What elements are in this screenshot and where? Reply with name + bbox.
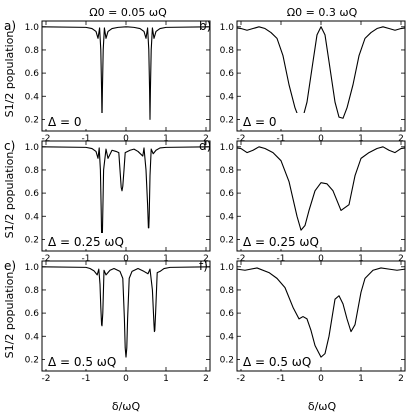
detuning-annotation: Δ = 0: [48, 115, 82, 129]
x-tick-label: 1: [163, 374, 169, 384]
x-tick-label: -1: [82, 374, 91, 384]
y-tick-label: 0.4: [25, 92, 40, 102]
y-tick-label: 0.2: [220, 235, 234, 245]
x-tick-label: -2: [237, 374, 246, 384]
x-tick-label: 2: [203, 134, 209, 144]
y-tick-label: 0.4: [220, 332, 235, 342]
column-title-left: Ω0 = 0.05 ωQ: [89, 6, 167, 19]
annotation-background: [240, 353, 310, 369]
y-tick-label: 0.8: [25, 46, 40, 56]
y-tick-label: 0.4: [220, 212, 235, 222]
panel-letter: a): [4, 19, 16, 33]
x-tick-label: 1: [163, 254, 169, 264]
x-tick-label: -2: [237, 254, 246, 264]
detuning-annotation: Δ = 0.5 ωQ: [243, 355, 311, 369]
x-tick-label: 2: [203, 254, 209, 264]
panel-letter: f): [199, 259, 208, 273]
y-tick-label: 0.6: [25, 189, 40, 199]
annotation-background: [45, 233, 115, 249]
x-tick-label: 0: [123, 134, 129, 144]
x-tick-label: 1: [358, 374, 364, 384]
series-line: [41, 266, 211, 358]
y-axis-label-top: S1/2 population: [3, 31, 16, 118]
x-tick-label: -2: [42, 374, 51, 384]
panel-b: -2 -1 0 1 2 0.2 0.4 0.6 0.8 1.0 b) Δ = 0: [199, 19, 406, 144]
x-tick-label: -1: [82, 134, 91, 144]
y-tick-label: 0.8: [220, 166, 235, 176]
series-line: [236, 26, 406, 119]
x-tick-label: 2: [398, 134, 404, 144]
y-tick-label: 0.6: [220, 69, 235, 79]
x-axis-label-left: δ/ωQ: [112, 400, 141, 413]
panel-c: -2 -1 0 1 2 0.2 0.4 0.6 0.8 1.0 c) Δ = 0.25 ωQ: [4, 139, 211, 264]
y-tick-label: 0.6: [220, 189, 235, 199]
panels: -2 -1 0 1 2 0.2 0.4 0.6 0.8 1.0 a) Δ = 0 -2 -1 0 1 2 0.2 0…: [4, 19, 406, 384]
x-tick-label: -1: [277, 134, 286, 144]
y-tick-label: 1.0: [25, 143, 40, 153]
detuning-annotation: Δ = 0.25 ωQ: [48, 235, 124, 249]
x-tick-label: 2: [398, 374, 404, 384]
y-axis-label-bottom: S1/2 population: [3, 272, 16, 359]
panel-letter: b): [199, 19, 211, 33]
y-tick-label: 1.0: [220, 263, 235, 273]
x-tick-label: 0: [123, 374, 129, 384]
x-tick-label: -1: [277, 374, 286, 384]
panel-letter: e): [4, 259, 16, 273]
x-tick-label: -2: [237, 134, 246, 144]
annotation-background: [45, 353, 115, 369]
x-tick-label: 0: [318, 374, 324, 384]
x-tick-label: -1: [277, 254, 286, 264]
y-tick-label: 0.8: [25, 286, 40, 296]
series-line: [236, 146, 406, 231]
detuning-annotation: Δ = 0.5 ωQ: [48, 355, 116, 369]
y-tick-label: 1.0: [220, 23, 235, 33]
x-tick-label: 0: [318, 254, 324, 264]
panel-a: -2 -1 0 1 2 0.2 0.4 0.6 0.8 1.0 a) Δ = 0: [4, 19, 211, 144]
series-line: [41, 146, 211, 244]
panel-letter: c): [4, 139, 15, 153]
x-tick-label: 2: [398, 254, 404, 264]
column-title-right: Ω0 = 0.3 ωQ: [287, 6, 358, 19]
y-tick-label: 0.2: [25, 355, 39, 365]
y-tick-label: 0.4: [25, 212, 40, 222]
y-tick-label: 0.6: [25, 69, 40, 79]
y-tick-label: 0.8: [220, 286, 235, 296]
x-axis-label-right: δ/ωQ: [308, 400, 337, 413]
annotation-background: [240, 233, 310, 249]
annotation-background: [45, 113, 115, 129]
x-tick-label: 0: [123, 254, 129, 264]
y-axis-label-middle: S1/2 population: [3, 152, 16, 239]
x-tick-label: -2: [42, 134, 51, 144]
x-tick-label: -2: [42, 254, 51, 264]
x-tick-label: -1: [82, 254, 91, 264]
y-tick-label: 1.0: [25, 23, 40, 33]
x-tick-label: 0: [318, 134, 324, 144]
panel-d: -2 -1 0 1 2 0.2 0.4 0.6 0.8 1.0 d) Δ = 0.25 ωQ: [199, 139, 406, 264]
detuning-annotation: Δ = 0.25 ωQ: [243, 235, 319, 249]
x-tick-label: 1: [358, 134, 364, 144]
series-line: [236, 267, 406, 358]
panel-letter: d): [199, 139, 211, 153]
x-tick-label: 1: [358, 254, 364, 264]
y-tick-label: 0.2: [25, 235, 39, 245]
series-line: [41, 26, 211, 120]
y-tick-label: 1.0: [25, 263, 40, 273]
y-tick-label: 0.2: [25, 115, 39, 125]
y-tick-label: 0.6: [25, 309, 40, 319]
detuning-annotation: Δ = 0: [243, 115, 277, 129]
y-tick-label: 0.8: [25, 166, 40, 176]
x-tick-label: 1: [163, 134, 169, 144]
y-tick-label: 0.6: [220, 309, 235, 319]
panel-e: -2 -1 0 1 2 0.2 0.4 0.6 0.8 1.0 e) Δ = 0.5 ωQ: [4, 259, 211, 384]
y-tick-label: 1.0: [220, 143, 235, 153]
y-tick-label: 0.4: [220, 92, 235, 102]
y-tick-label: 0.2: [220, 115, 234, 125]
y-tick-label: 0.4: [25, 332, 40, 342]
annotation-background: [240, 113, 310, 129]
y-tick-label: 0.8: [220, 46, 235, 56]
x-tick-label: 2: [203, 374, 209, 384]
panel-f: -2 -1 0 1 2 0.2 0.4 0.6 0.8 1.0 f) Δ = 0.5 ωQ: [199, 259, 406, 384]
y-tick-label: 0.2: [220, 355, 234, 365]
